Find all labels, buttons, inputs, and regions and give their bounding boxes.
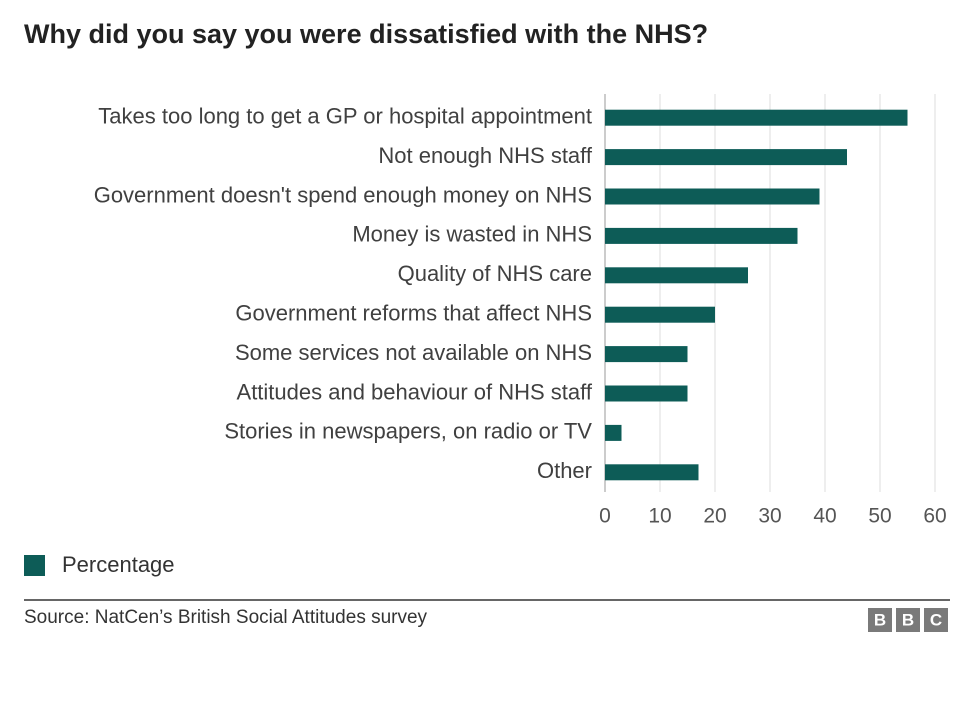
legend-label: Percentage [62, 552, 175, 577]
bar [605, 188, 820, 205]
logo-box [924, 608, 948, 632]
source: Source: NatCen’s British Social Attitude… [24, 607, 428, 628]
category-label: Takes too long to get a GP or hospital a… [98, 104, 592, 129]
x-tick-label: 10 [648, 505, 671, 528]
category-label: Quality of NHS care [398, 261, 592, 286]
bar [605, 227, 798, 244]
category-label: Government doesn't spend enough money on… [94, 182, 592, 207]
x-tick-label: 60 [923, 505, 946, 528]
logo-letter: C [930, 610, 942, 629]
x-tick-label: 50 [868, 505, 891, 528]
legend-swatch [24, 555, 45, 576]
bar [605, 306, 715, 323]
x-tick-label: 40 [813, 505, 836, 528]
bar [605, 464, 699, 481]
bar [605, 109, 908, 126]
logo-letter: B [902, 610, 914, 629]
category-label: Attitudes and behaviour of NHS staff [237, 379, 593, 404]
chart-title: Why did you say you were dissatisfied wi… [24, 19, 708, 49]
bar [605, 149, 847, 166]
category-label: Other [537, 458, 592, 483]
category-label: Not enough NHS staff [378, 143, 592, 168]
category-label: Stories in newspapers, on radio or TV [224, 419, 592, 444]
bar [605, 267, 748, 284]
category-label: Money is wasted in NHS [352, 222, 592, 247]
logo-letter: B [874, 610, 886, 629]
category-label: Some services not available on NHS [235, 340, 592, 365]
logo-box [868, 608, 892, 632]
category-label: Government reforms that affect NHS [235, 301, 592, 326]
x-tick-label: 0 [599, 505, 611, 528]
x-tick-label: 20 [703, 505, 726, 528]
bar [605, 346, 688, 363]
x-tick-label: 30 [758, 505, 781, 528]
bar [605, 385, 688, 402]
logo-box [896, 608, 920, 632]
bar [605, 424, 622, 441]
